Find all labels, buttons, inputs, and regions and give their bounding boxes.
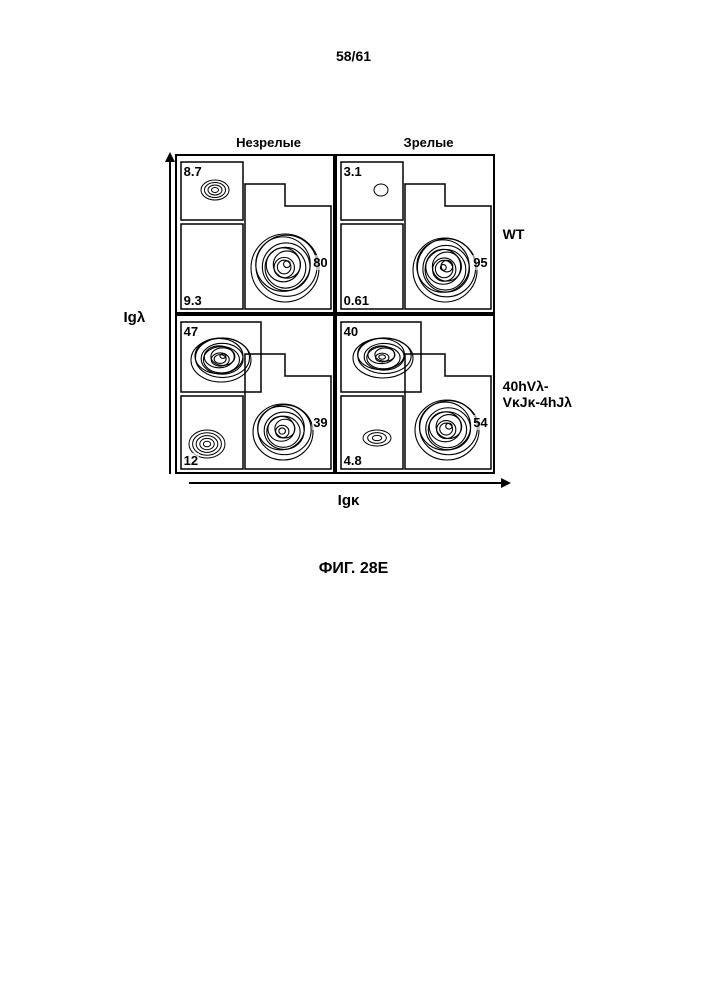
- gate-value-top-left: 40: [343, 324, 359, 339]
- gate-value-top-left: 8.7: [183, 164, 203, 179]
- gate-value-bottom-left: 9.3: [183, 293, 203, 308]
- gate-value-top-left: 47: [183, 324, 199, 339]
- contours: [337, 316, 493, 472]
- row-label-tg: 40hVλ-VκJκ-4hJλ: [495, 314, 604, 474]
- contours: [177, 316, 333, 472]
- row-labels: WT 40hVλ-VκJκ-4hJλ: [495, 154, 604, 474]
- col-header-mature: Зрелые: [349, 135, 509, 150]
- plot-area: Igλ 8.7 9.3 80 3.1 0.61 95: [104, 154, 604, 474]
- y-axis: Igλ: [104, 154, 175, 474]
- gate-value-top-left: 3.1: [343, 164, 363, 179]
- row-wt: 8.7 9.3 80 3.1 0.61 95: [175, 154, 495, 314]
- gate-value-right: 39: [312, 415, 328, 430]
- gate-value-right: 54: [472, 415, 488, 430]
- gate-value-bottom-left: 4.8: [343, 453, 363, 468]
- gate-value-right: 80: [312, 255, 328, 270]
- column-headers: Незрелые Зрелые: [189, 135, 604, 150]
- panel-wt-mature: 3.1 0.61 95: [335, 154, 495, 314]
- panel-grid: 8.7 9.3 80 3.1 0.61 95 47 12 39: [175, 154, 495, 474]
- panel-wt-immature: 8.7 9.3 80: [175, 154, 335, 314]
- x-axis-label: Igκ: [338, 492, 360, 509]
- x-axis: Igκ: [189, 474, 509, 519]
- y-axis-arrow: [169, 154, 171, 474]
- x-axis-arrow: [189, 482, 509, 484]
- page-number: 58/61: [336, 48, 371, 64]
- panel-tg-mature: 40 4.8 54: [335, 314, 495, 474]
- y-axis-label: Igλ: [124, 309, 146, 326]
- gate-value-bottom-left: 0.61: [343, 293, 370, 308]
- row-label-wt: WT: [495, 154, 604, 314]
- panel-tg-immature: 47 12 39: [175, 314, 335, 474]
- contours: [337, 156, 493, 312]
- contours: [177, 156, 333, 312]
- figure-28e: Незрелые Зрелые Igλ 8.7 9.3 80 3.1 0.61 …: [104, 135, 604, 519]
- gate-value-bottom-left: 12: [183, 453, 199, 468]
- gate-value-right: 95: [472, 255, 488, 270]
- col-header-immature: Незрелые: [189, 135, 349, 150]
- figure-caption: ФИГ. 28E: [319, 560, 389, 578]
- row-tg: 47 12 39 40 4.8 54: [175, 314, 495, 474]
